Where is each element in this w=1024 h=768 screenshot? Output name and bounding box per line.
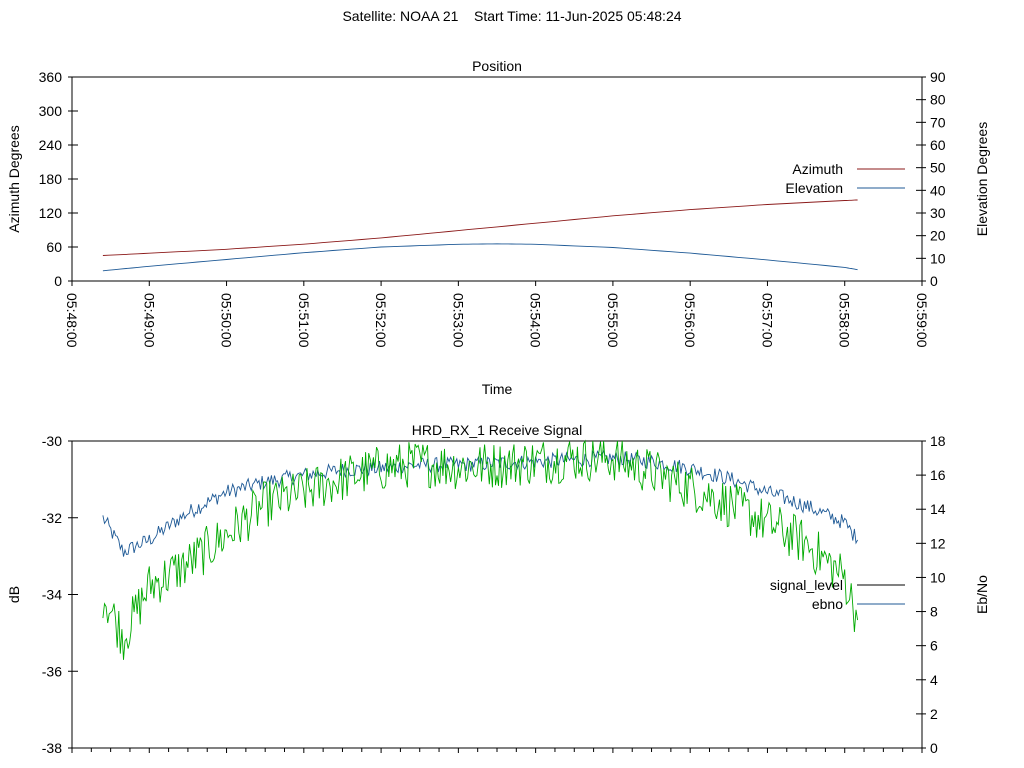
y2-axis-label: Eb/No	[974, 575, 990, 614]
y2-tick-label: 6	[930, 638, 938, 654]
y2-tick-label: 14	[930, 501, 946, 517]
legend-label: signal_level	[770, 577, 843, 593]
x-tick-label: 05:55:00	[605, 293, 621, 348]
x-tick-label: 05:56:00	[682, 293, 698, 348]
y-tick-label: 360	[39, 69, 63, 85]
y2-axis-label: Elevation Degrees	[974, 122, 990, 236]
y2-tick-label: 8	[930, 604, 938, 620]
x-tick-label: 05:58:00	[837, 293, 853, 348]
y2-tick-label: 0	[930, 740, 938, 756]
legend-label: ebno	[812, 596, 843, 612]
y-tick-label: -34	[42, 587, 62, 603]
y2-tick-label: 30	[930, 205, 946, 221]
x-tick-label: 05:53:00	[450, 293, 466, 348]
y-axis-label: dB	[6, 586, 22, 603]
chart-title: HRD_RX_1 Receive Signal	[412, 422, 582, 438]
chart-title: Position	[472, 58, 522, 74]
x-tick-label: 05:59:00	[914, 293, 930, 348]
y-tick-label: -36	[42, 663, 62, 679]
legend-label: Azimuth	[792, 161, 843, 177]
y2-tick-label: 10	[930, 569, 946, 585]
y2-tick-label: 60	[930, 137, 946, 153]
y2-tick-label: 2	[930, 706, 938, 722]
position-chart: Position 0 60 120 180 240 300 360 0 10 20 30 40 50 60 7…	[6, 58, 990, 397]
y-tick-label: 60	[46, 239, 62, 255]
legend-label: Elevation	[785, 180, 843, 196]
x-tick-label: 05:54:00	[528, 293, 544, 348]
x-tick-label: 05:52:00	[373, 293, 389, 348]
x-tick-label: 05:49:00	[141, 293, 157, 348]
y-tick-label: 120	[39, 205, 63, 221]
series-line-Azimuth	[102, 199, 858, 256]
y-axis-label: Azimuth Degrees	[6, 125, 22, 232]
x-tick-label: 05:48:00	[64, 293, 80, 348]
series-line-Elevation	[102, 243, 858, 272]
y-tick-label: 0	[54, 273, 62, 289]
y2-tick-label: 20	[930, 228, 946, 244]
y2-tick-label: 16	[930, 467, 946, 483]
y2-tick-label: 40	[930, 182, 946, 198]
y2-tick-label: 70	[930, 114, 946, 130]
y2-tick-label: 90	[930, 69, 946, 85]
y-tick-label: -32	[42, 510, 62, 526]
y-tick-label: 240	[39, 137, 63, 153]
y2-tick-label: 80	[930, 92, 946, 108]
y2-tick-label: 18	[930, 433, 946, 449]
series-line-ebno	[102, 450, 858, 557]
series-line-series-2	[102, 439, 859, 660]
y2-tick-label: 50	[930, 160, 946, 176]
y-tick-label: -30	[42, 433, 62, 449]
y2-tick-label: 10	[930, 250, 946, 266]
y-tick-label: 300	[39, 103, 63, 119]
x-tick-label: 05:50:00	[219, 293, 235, 348]
figure-title: Satellite: NOAA 21 Start Time: 11-Jun-20…	[342, 8, 682, 24]
plot-frame	[71, 440, 923, 749]
x-tick-label: 05:51:00	[296, 293, 312, 348]
y2-tick-label: 0	[930, 273, 938, 289]
y2-tick-label: 12	[930, 535, 946, 551]
y-tick-label: -38	[42, 740, 62, 756]
x-tick-label: 05:57:00	[759, 293, 775, 348]
y-tick-label: 180	[39, 171, 63, 187]
x-axis-label: Time	[482, 381, 513, 397]
y2-tick-label: 4	[930, 672, 938, 688]
